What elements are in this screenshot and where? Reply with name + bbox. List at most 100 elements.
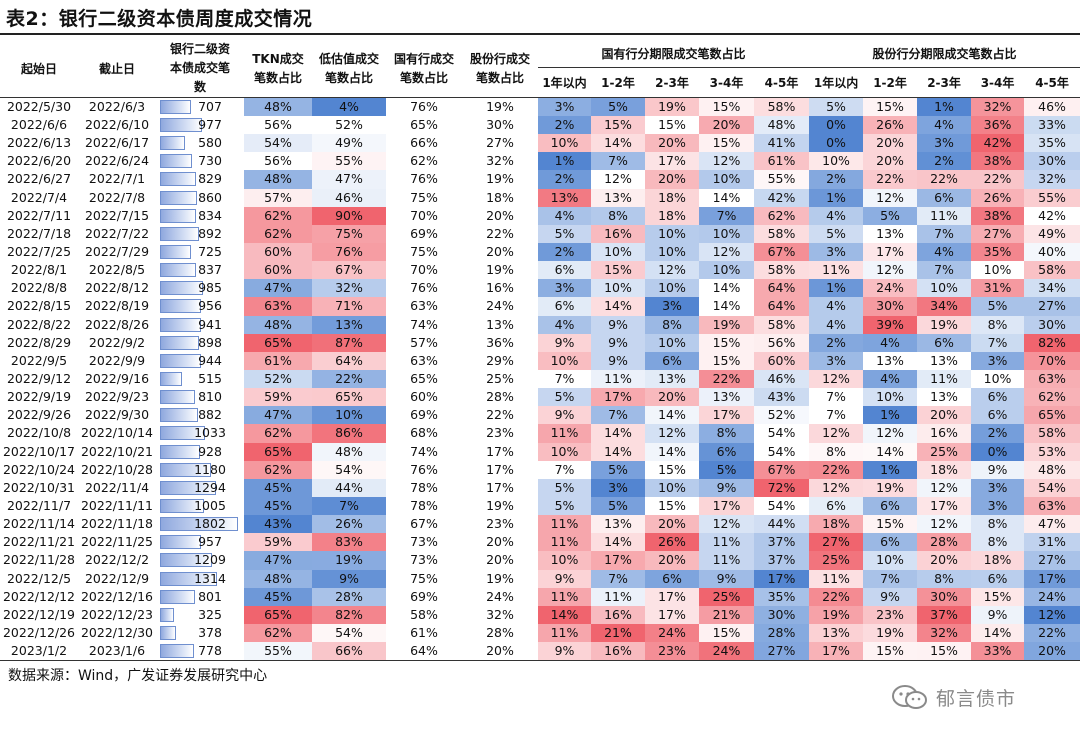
end-date-cell: 2022/8/26 (84, 316, 150, 332)
joint-tenor-3-4-cell: 8% (971, 315, 1025, 334)
joint-tenor-lt1-cell: 22% (809, 587, 864, 606)
state-tenor-1-2-cell: 11% (591, 369, 645, 389)
joint-tenor-4-5-cell: 35% (1024, 134, 1080, 153)
state-bank-share-cell: 75% (410, 244, 438, 260)
state-tenor-3-4-cell: 7% (699, 206, 754, 225)
start-date-cell: 2022/11/14 (2, 516, 76, 532)
state-tenor-1-2-cell: 15% (591, 116, 645, 135)
joint-tenor-4-5-cell: 24% (1024, 587, 1080, 606)
joint-tenor-lt1-cell: 1% (809, 188, 864, 207)
joint-tenor-3-4-cell: 10% (971, 261, 1025, 280)
state-tenor-lt1-cell: 10% (538, 551, 591, 570)
tkn-share-cell: 43% (244, 515, 312, 534)
low-valuation-share-cell: 54% (312, 623, 386, 643)
joint-tenor-lt1-cell: 5% (809, 224, 864, 243)
volume-cell: 892 (156, 225, 244, 243)
volume-value: 944 (198, 352, 222, 368)
joint-tenor-lt1-cell: 2% (809, 170, 864, 189)
state-tenor-4-5-cell: 60% (754, 351, 810, 370)
state-tenor-3-4-cell: 11% (699, 551, 754, 570)
volume-cell: 1033 (156, 424, 244, 442)
table-row: 2022/9/26 2022/9/30 882 47% 10% 69% 22% 9% 7% 14%… (0, 406, 1080, 425)
volume-value: 1802 (194, 516, 226, 532)
volume-value: 941 (198, 316, 222, 332)
state-bank-share-cell: 78% (410, 479, 438, 495)
volume-bar (160, 462, 211, 477)
table-row: 2022/6/6 2022/6/10 977 56% 52% 65% 30% 2% 15% 15%… (0, 116, 1080, 135)
volume-bar (160, 136, 185, 151)
state-tenor-4-5-cell: 58% (754, 315, 810, 334)
volume-value: 1005 (194, 498, 226, 514)
volume-value: 860 (198, 189, 222, 205)
tkn-share-cell: 52% (244, 369, 312, 389)
joint-tenor-2-3-cell: 8% (917, 569, 972, 588)
state-bank-share-cell: 61% (410, 625, 438, 640)
joint-tenor-3-4-cell: 10% (971, 369, 1025, 389)
joint-tenor-2-3-cell: 12% (917, 478, 972, 497)
joint-tenor-4-5-cell: 55% (1024, 188, 1080, 207)
state-tenor-1-2-cell: 15% (591, 261, 645, 280)
state-tenor-4-5-cell: 37% (754, 551, 810, 570)
end-date-cell: 2022/11/4 (84, 479, 150, 495)
state-tenor-2-3-cell: 20% (645, 551, 699, 570)
start-date-cell: 2022/8/29 (6, 334, 72, 350)
joint-tenor-lt1-cell: 10% (809, 152, 864, 171)
joint-tenor-3-4-cell: 3% (971, 478, 1025, 497)
state-tenor-2-3-cell: 10% (645, 279, 699, 298)
volume-cell: 1005 (156, 497, 244, 515)
joint-tenor-4-5-cell: 70% (1024, 351, 1080, 370)
volume-cell: 515 (156, 370, 244, 388)
tkn-share-cell: 62% (244, 460, 312, 479)
state-tenor-4-5-cell: 54% (754, 424, 810, 443)
state-tenor-3-4-cell: 15% (699, 97, 754, 116)
start-date-cell: 2022/12/19 (2, 606, 76, 622)
joint-bank-share-cell: 17% (486, 479, 514, 495)
table-row: 2022/9/5 2022/9/9 944 61% 64% 63% 29% 10% 9% 6% 15… (0, 351, 1080, 370)
state-tenor-1-2-cell: 16% (591, 605, 645, 624)
volume-cell: 898 (156, 334, 244, 352)
volume-value: 977 (198, 117, 222, 133)
table-row: 2022/10/8 2022/10/14 1033 62% 86% 68% 23% 11% 14… (0, 424, 1080, 443)
state-tenor-3-4-cell: 24% (699, 642, 754, 662)
state-tenor-4-5-cell: 55% (754, 170, 810, 189)
table-row: 2022/7/18 2022/7/22 892 62% 75% 69% 22% 5% 16% 10… (0, 224, 1080, 243)
volume-cell: 378 (156, 624, 244, 642)
volume-cell: 1209 (156, 551, 244, 569)
joint-tenor-4-5-cell: 33% (1024, 116, 1080, 135)
end-date-cell: 2022/10/14 (80, 425, 154, 441)
joint-bank-share-cell: 32% (486, 606, 514, 622)
state-tenor-2-3-cell: 13% (645, 369, 699, 389)
state-tenor-1-2-cell: 16% (591, 642, 645, 662)
state-tenor-2-3-cell: 10% (645, 224, 699, 243)
state-tenor-1-2-cell: 14% (591, 134, 645, 153)
state-tenor-1-2-cell: 10% (591, 279, 645, 298)
low-valuation-share-cell: 13% (312, 315, 386, 334)
state-tenor-4-5-cell: 30% (754, 605, 810, 624)
joint-bank-share-cell: 23% (486, 425, 514, 441)
state-tenor-4-5-cell: 56% (754, 333, 810, 352)
table-row: 2022/8/1 2022/8/5 837 60% 67% 70% 19% 6% 15% 12% 1… (0, 261, 1080, 280)
state-tenor-2-3-cell: 14% (645, 442, 699, 461)
volume-cell: 834 (156, 207, 244, 225)
start-date-cell: 2022/11/21 (2, 534, 76, 550)
state-tenor-2-3-cell: 12% (645, 424, 699, 443)
start-date-cell: 2022/9/12 (6, 371, 72, 387)
joint-bank-share-cell: 25% (486, 371, 514, 387)
tkn-share-cell: 45% (244, 496, 312, 516)
volume-value: 957 (198, 534, 222, 550)
joint-tenor-3-4-cell: 6% (971, 569, 1025, 588)
state-tenor-3-4-cell: 14% (699, 279, 754, 298)
joint-tenor-4-5-cell: 27% (1024, 551, 1080, 570)
header-tenor: 4-5年 (764, 76, 799, 91)
wechat-logo: 郁言债市 (890, 682, 1050, 712)
header-joint-bank: 股份行成交笔数占比 (469, 51, 530, 85)
state-bank-share-cell: 76% (410, 99, 438, 114)
joint-tenor-2-3-cell: 32% (917, 623, 972, 643)
state-tenor-2-3-cell: 8% (645, 315, 699, 334)
start-date-cell: 2022/12/26 (2, 625, 76, 640)
volume-bar (160, 589, 195, 604)
joint-tenor-lt1-cell: 22% (809, 460, 864, 479)
volume-value: 892 (198, 225, 222, 241)
tkn-share-cell: 48% (244, 170, 312, 189)
joint-tenor-lt1-cell: 19% (809, 605, 864, 624)
